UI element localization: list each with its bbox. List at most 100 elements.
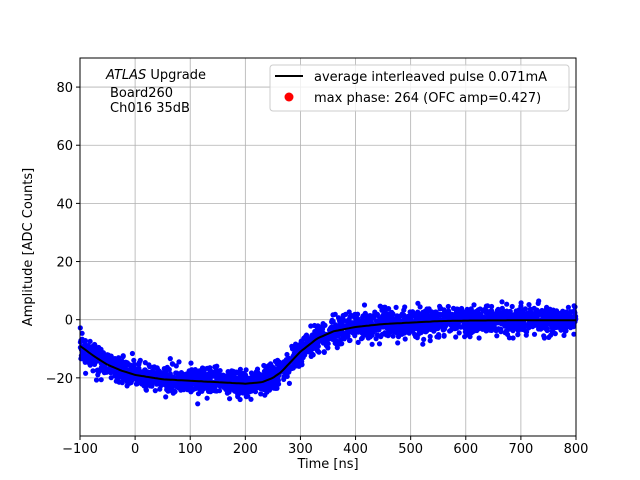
sample-point [385,331,391,337]
sample-point [476,335,482,341]
sample-point [164,364,170,370]
sample-point [90,368,96,374]
sample-point [504,331,511,337]
sample-point [330,312,336,318]
sample-point [273,369,279,375]
sample-point [528,309,534,315]
sample-point [207,365,213,371]
x-tick-label: 300 [288,442,313,457]
sample-point [562,321,568,327]
sample-point [158,383,164,389]
x-tick-label: 100 [178,442,203,457]
sample-point [217,368,223,374]
board-label: Board260 [110,86,173,101]
sample-point [441,332,447,338]
sample-point [325,341,331,347]
sample-point [248,370,255,376]
sample-point [439,321,445,327]
sample-point [107,368,113,374]
sample-point [462,329,468,335]
plot-frame [79,57,577,437]
sample-point [456,330,462,336]
x-tick-label: 700 [508,442,533,457]
sample-point [254,383,260,390]
sample-point [515,332,521,338]
y-tick-label: −20 [46,372,73,387]
sample-point [499,313,505,319]
sample-point [513,308,519,314]
sample-point [176,359,182,365]
sample-point [341,336,347,342]
sample-point [263,366,269,372]
sample-point [480,326,486,332]
sample-point [534,313,541,319]
sample-point [390,333,396,339]
sample-point [174,383,180,389]
sample-point [120,376,126,383]
legend-dot-icon [284,92,294,102]
sample-point [402,304,408,310]
sample-point [199,388,205,394]
sample-point [210,373,216,379]
sample-point [294,344,300,350]
sample-point [200,368,206,374]
sample-point [136,361,142,367]
sample-point [315,339,321,345]
sample-point [347,337,353,343]
x-tick-label: 500 [398,442,423,457]
sample-point [364,317,370,323]
sample-point [359,329,366,336]
sample-point [362,312,368,318]
sample-point [402,328,408,334]
sample-point [235,370,241,376]
upgrade-label: Upgrade [146,68,206,83]
sample-point [402,336,408,342]
sample-point [394,313,400,319]
sample-point [335,330,342,336]
y-tick-label: 0 [65,314,73,329]
sample-point [276,381,282,387]
sample-point [321,322,327,328]
sample-point [450,315,456,321]
sample-point [491,324,497,330]
sample-point [217,382,224,388]
sample-point [504,301,510,307]
sample-point [345,333,351,339]
x-tick-label: −100 [62,442,98,457]
sample-point [113,368,119,374]
sample-point [85,344,91,350]
sample-point [331,332,337,338]
sample-point [563,314,570,320]
sample-point [245,377,251,383]
sample-point [308,353,314,359]
sample-point [555,324,562,330]
y-tick-label: 20 [56,256,73,271]
sample-point [129,350,135,357]
sample-point [365,335,371,341]
sample-point [396,326,402,332]
sample-point [395,340,401,346]
sample-point [382,304,388,310]
sample-point [249,384,255,390]
sample-point [571,331,577,337]
sample-point [220,376,226,382]
sample-point [212,384,218,390]
sample-point [142,360,148,366]
sample-point [286,380,292,386]
sample-point [289,346,296,352]
sample-point [429,309,435,315]
sample-point [472,314,478,320]
sample-point [471,302,477,308]
sample-point [489,303,495,310]
sample-point [275,377,281,383]
legend-entry-average: average interleaved pulse 0.071mA [314,70,547,85]
y-tick-label: 40 [56,197,73,212]
sample-point [163,394,169,400]
sample-point [369,341,375,347]
channel-label: Ch016 35dB [110,101,190,116]
average-pulse-line [79,319,576,385]
sample-point [565,304,572,310]
sample-point [336,317,343,323]
sample-point [108,360,114,366]
